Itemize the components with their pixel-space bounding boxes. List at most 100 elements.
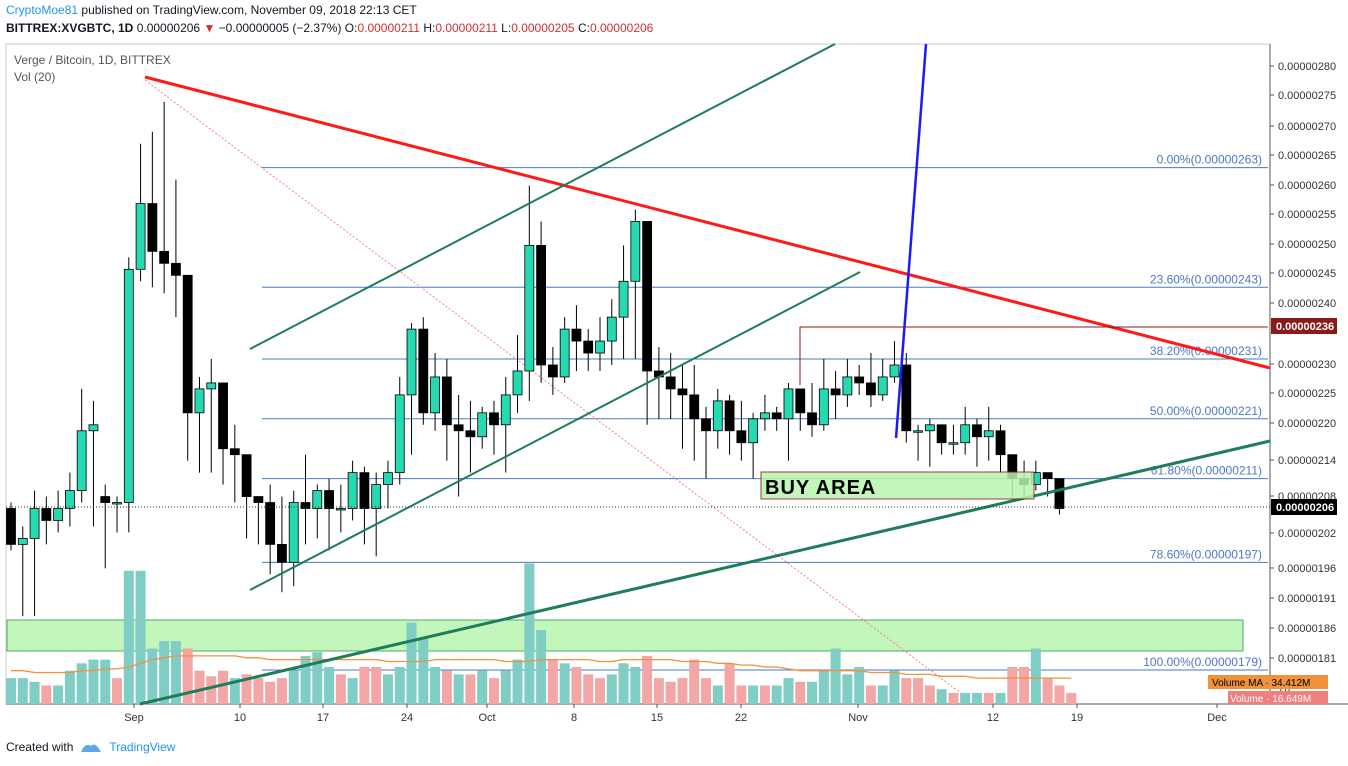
candle-body: [972, 424, 982, 438]
y-tick-label: 0.00000186: [1278, 623, 1336, 635]
candle-body: [642, 221, 653, 372]
y-tick-label: 0.00000196: [1278, 563, 1336, 575]
tradingview-link[interactable]: TradingView: [109, 740, 176, 754]
x-tick-label: 12: [987, 712, 999, 724]
fib-level-label: 61.80%(0.00000211): [1151, 464, 1262, 478]
candle-body: [559, 328, 570, 378]
chart-title: Verge / Bitcoin, 1D, BITTREX: [14, 53, 171, 67]
volume-bar: [347, 678, 358, 704]
y-tick-label: 0.00000265: [1278, 150, 1336, 162]
candle-body: [335, 508, 346, 511]
volume-bar: [889, 670, 900, 704]
volume-bar: [854, 667, 865, 704]
change-down-icon: ▼: [203, 21, 216, 35]
y-tick-label: 0.00000255: [1278, 209, 1336, 221]
volume-bar: [194, 670, 205, 704]
fib-level-label: 0.00%(0.00000263): [1157, 153, 1262, 167]
candle-body: [712, 400, 723, 432]
publish-text: published on TradingView.com, November 0…: [81, 3, 417, 17]
buy-area-box: [760, 471, 1035, 500]
candle-body: [371, 484, 382, 509]
volume-bar: [218, 670, 229, 704]
x-tick-label: 17: [317, 712, 329, 724]
y-tick-label: 0.00000220: [1278, 418, 1336, 430]
open-value: 0.00000211: [357, 21, 420, 35]
x-tick-label: 19: [1071, 712, 1083, 724]
candle-body: [88, 424, 99, 432]
candle-body: [830, 388, 841, 396]
volume-bar: [123, 570, 134, 704]
volume-bar: [795, 681, 806, 704]
y-tick-label: 0.00000270: [1278, 121, 1336, 133]
candle-body: [783, 388, 794, 420]
volume-ma-tag: [1208, 675, 1328, 689]
candle-body: [265, 502, 276, 545]
volume-bar: [206, 676, 217, 704]
volume-bar: [453, 674, 464, 704]
volume-bar: [265, 681, 276, 704]
volume-bar: [536, 630, 547, 704]
candle-body: [112, 502, 122, 505]
x-tick-label: Nov: [848, 712, 868, 724]
long-support-trendline: [139, 439, 1271, 706]
volume-bar: [830, 648, 841, 704]
volume-bar: [665, 681, 676, 704]
candle-body: [547, 364, 558, 378]
volume-bar: [147, 648, 158, 704]
candle-body: [524, 244, 535, 372]
volume-bar: [382, 674, 393, 704]
candle-body: [701, 418, 711, 432]
buy-area-label: BUY AREA: [765, 477, 876, 499]
volume-bar: [88, 659, 99, 704]
fib-level-label: 23.60%(0.00000243): [1150, 272, 1262, 286]
volume-bar: [500, 670, 511, 704]
candle-body: [1054, 478, 1065, 509]
candle-body: [300, 502, 311, 509]
volume-bar: [948, 692, 959, 704]
candle-body: [936, 424, 947, 444]
volume-ma-line: [11, 655, 1072, 679]
volume-bar: [618, 663, 629, 704]
last-price-label: 0.00000206: [1276, 502, 1334, 514]
volume-bar: [559, 663, 570, 704]
ohlc-line: BITTREX:XVGBTC, 1D 0.00000206 ▼ −0.00000…: [6, 21, 653, 35]
volume-bar: [630, 667, 641, 704]
candle-body: [583, 340, 594, 354]
volume-bar: [335, 674, 346, 704]
candle-body: [229, 448, 240, 456]
volume-bar: [64, 670, 75, 704]
candle-body: [277, 543, 287, 563]
candle-body: [465, 430, 476, 438]
volume-bar: [371, 667, 382, 704]
candle-body: [359, 472, 370, 509]
x-tick-label: Dec: [1207, 712, 1227, 724]
low-value: 0.00000205: [511, 21, 575, 35]
plot-area: [5, 43, 1271, 705]
volume-indicator-label: Vol (20): [14, 70, 56, 84]
candle-body: [324, 490, 334, 509]
volume-bar: [6, 678, 16, 704]
volume-bar: [512, 659, 523, 704]
y-tick-label: 0.00000250: [1278, 239, 1336, 251]
volume-bar: [441, 670, 452, 704]
candle-body: [771, 412, 782, 420]
candle-body: [288, 502, 299, 563]
volume-bar: [112, 678, 123, 704]
volume-bar: [724, 663, 735, 704]
low-label: L:: [501, 21, 512, 35]
channel-lower-line: [249, 271, 861, 591]
candle-body: [453, 424, 464, 432]
candle-body: [312, 490, 323, 509]
y-tick-label: 0.00000275: [1278, 90, 1336, 102]
fib-level-label: 50.00%(0.00000221): [1150, 404, 1262, 418]
close-value: 0.00000206: [589, 21, 654, 35]
volume-bar: [571, 667, 582, 704]
volume-bar: [606, 674, 617, 704]
author-link[interactable]: CryptoMoe81: [6, 3, 79, 17]
x-tick-label: Sep: [124, 712, 144, 724]
volume-bar: [901, 678, 912, 704]
candle-body: [889, 364, 900, 378]
candle-body: [795, 388, 806, 414]
y-tick-label: 0.00000202: [1278, 528, 1336, 540]
